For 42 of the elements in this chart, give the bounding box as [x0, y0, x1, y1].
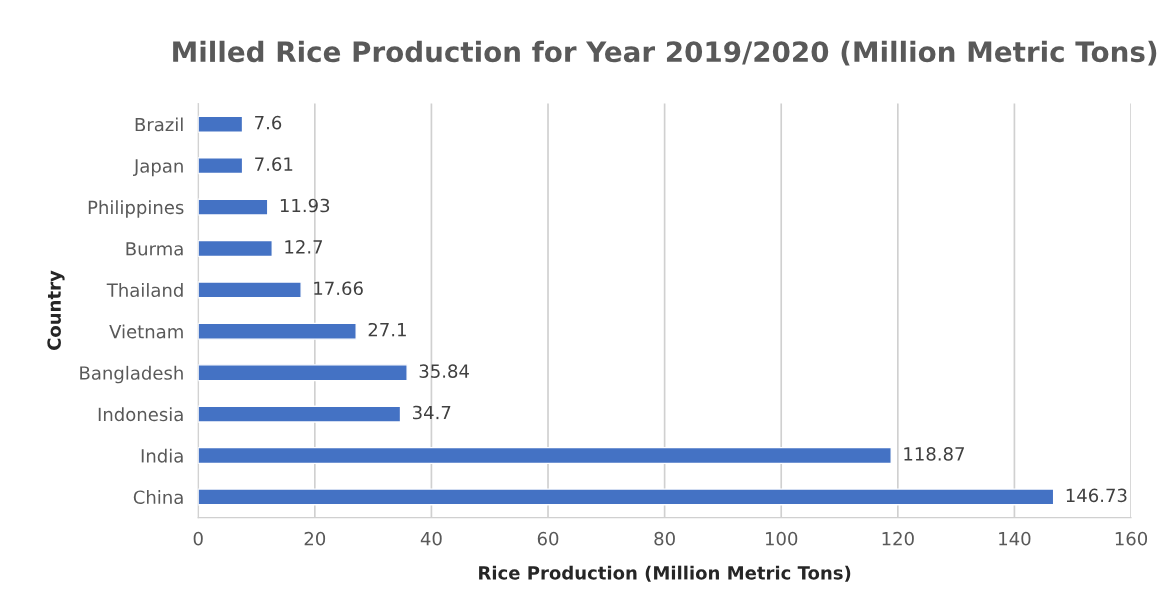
- data-label: 11.93: [280, 198, 330, 213]
- x-tick-label: 100: [765, 531, 798, 546]
- y-tick-label: Vietnam: [109, 324, 183, 339]
- data-label: 118.87: [904, 447, 964, 461]
- y-axis-title: Country: [47, 270, 65, 351]
- data-label: 12.7: [285, 240, 323, 254]
- x-tick-label: 160: [1115, 531, 1148, 546]
- x-tick-label: 0: [193, 531, 203, 546]
- bar: [198, 281, 302, 299]
- y-tick-label: Thailand: [106, 283, 183, 297]
- bar: [198, 446, 892, 465]
- data-label: 7.6: [255, 115, 282, 130]
- y-tick-label: India: [141, 448, 183, 463]
- bar: [198, 405, 402, 423]
- y-tick-label: Philippines: [88, 200, 184, 218]
- x-tick-label: 20: [304, 531, 326, 546]
- x-tick-label: 140: [999, 531, 1031, 546]
- data-label: 7.61: [255, 157, 293, 171]
- bar: [198, 239, 273, 258]
- bar: [198, 488, 1055, 506]
- x-tick-label: 120: [882, 531, 914, 546]
- x-tick-label: 80: [654, 531, 675, 546]
- bar: [198, 322, 357, 340]
- y-tick-label: Brazil: [135, 117, 183, 132]
- bar: [198, 157, 244, 175]
- data-label: 146.73: [1066, 488, 1127, 503]
- y-tick-label: Burma: [126, 242, 183, 256]
- x-tick-label: 60: [537, 531, 559, 546]
- y-tick-label: China: [133, 490, 183, 505]
- y-tick-label: Japan: [133, 159, 183, 177]
- x-axis-title: Rice Production (Million Metric Tons): [479, 565, 851, 582]
- bar: [198, 115, 244, 133]
- data-label: 34.7: [413, 405, 451, 420]
- bar: [198, 364, 408, 382]
- data-label: 27.1: [368, 322, 406, 337]
- data-label: 17.66: [314, 281, 363, 296]
- chart-title: Milled Rice Production for Year 2019/2020 (Million Metric Tons): [173, 40, 1157, 66]
- x-tick-label: 40: [420, 531, 442, 546]
- data-label: 35.84: [419, 364, 469, 378]
- bar: [198, 198, 269, 216]
- y-tick-label: Indonesia: [98, 407, 183, 422]
- y-tick-label: Bangladesh: [80, 365, 183, 384]
